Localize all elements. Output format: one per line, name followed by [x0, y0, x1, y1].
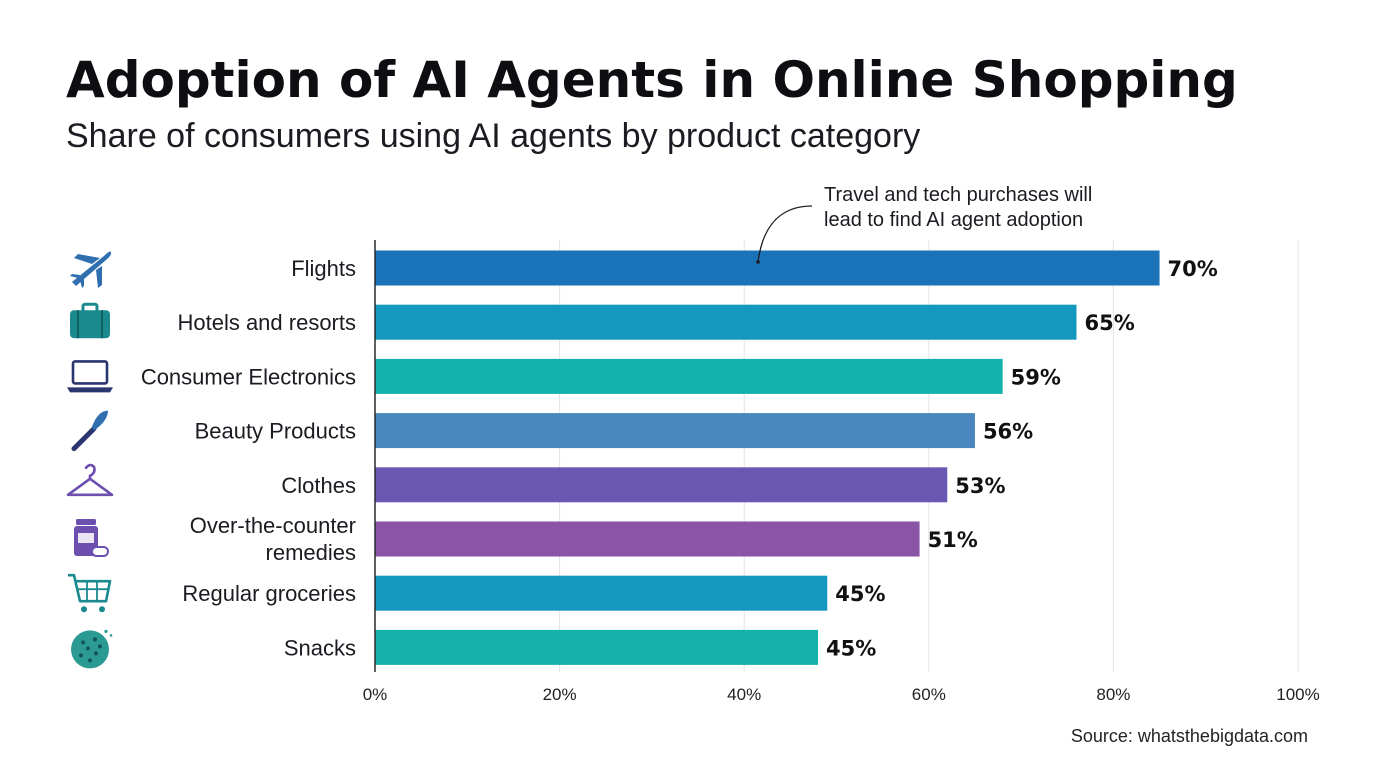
x-axis-ticks: 0% 20% 40% 60% 80% 100% [363, 685, 1320, 704]
bar [375, 467, 948, 503]
shopping-cart-icon [68, 573, 112, 613]
bars [375, 250, 1160, 665]
category-label: Regular groceries [182, 581, 356, 606]
category-label: Clothes [281, 473, 356, 498]
x-tick-label: 60% [912, 685, 946, 704]
x-tick-label: 100% [1276, 685, 1319, 704]
category-label-line: remedies [266, 540, 356, 565]
bar [375, 413, 975, 449]
value-label: 56% [983, 420, 1033, 444]
value-label: 53% [955, 474, 1005, 498]
x-tick-label: 0% [363, 685, 388, 704]
annotation-arrow-tip [756, 260, 760, 264]
category-label: Over-the-counter remedies [190, 513, 356, 565]
cookie-icon [71, 629, 113, 669]
category-label: Beauty Products [195, 419, 356, 444]
value-labels: 70% 65% 59% 56% 53% 51% 45% 45% [826, 257, 1218, 660]
category-icons [66, 251, 114, 669]
annotation-line: Travel and tech purchases will [824, 184, 1092, 206]
annotation: Travel and tech purchases will lead to fi… [756, 184, 1092, 264]
category-label: Consumer Electronics [141, 364, 356, 389]
category-labels: Flights Hotels and resorts Consumer Electr… [141, 256, 356, 660]
airplane-icon [70, 251, 112, 288]
x-tick-label: 80% [1096, 685, 1130, 704]
makeup-brush-icon [71, 410, 108, 452]
value-label: 51% [928, 528, 978, 552]
category-label: Snacks [284, 635, 356, 660]
value-label: 59% [1011, 365, 1061, 389]
value-label: 45% [826, 636, 876, 660]
hanger-icon [66, 463, 114, 497]
category-label-line: Over-the-counter [190, 513, 356, 538]
x-tick-label: 40% [727, 685, 761, 704]
value-label: 70% [1168, 257, 1218, 281]
pill-bottle-icon [74, 519, 109, 557]
bar [375, 575, 828, 611]
bar [375, 629, 819, 665]
bar [375, 358, 1003, 394]
chart-subtitle: Share of consumers using AI agents by pr… [66, 117, 920, 155]
annotation-line: lead to find AI agent adoption [824, 209, 1083, 231]
laptop-icon [67, 360, 113, 393]
x-tick-label: 20% [543, 685, 577, 704]
value-label: 45% [835, 582, 885, 606]
category-label: Flights [291, 256, 356, 281]
category-label: Hotels and resorts [177, 310, 356, 335]
annotation-arrow [757, 205, 813, 263]
bar [375, 521, 920, 557]
source-note: Source: whatsthebigdata.com [1071, 726, 1308, 746]
bar [375, 250, 1160, 286]
value-label: 65% [1084, 311, 1134, 335]
suitcase-icon [70, 302, 110, 339]
annotation-text: Travel and tech purchases will lead to fi… [824, 184, 1092, 231]
chart-title: Adoption of AI Agents in Online Shopping [66, 51, 1238, 109]
bar [375, 304, 1077, 340]
